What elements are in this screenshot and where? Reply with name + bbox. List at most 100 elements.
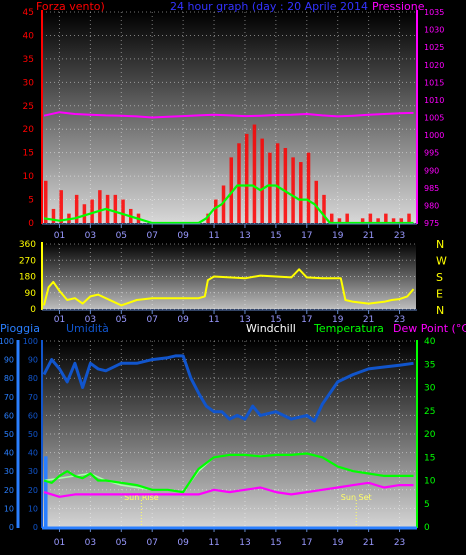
rain-bar xyxy=(45,456,48,527)
wind-tick-label: 45 xyxy=(23,8,34,18)
wind-gust-bar xyxy=(59,190,63,223)
humidity-tick-labels: 0 0 10 10 20 20 30 30 40 40 50 50 60 60 70 70 80 80 90 90 10… xyxy=(0,337,38,532)
wind-tick-label: 40 xyxy=(23,31,35,41)
humidity-tick-label: 80 xyxy=(28,374,38,383)
wind-gust-bar xyxy=(74,194,79,223)
compass-label: N xyxy=(436,304,444,317)
hour-tick-label: 21 xyxy=(363,231,374,241)
hour-tick-label: 15 xyxy=(270,315,281,325)
hour-tick-label: 03 xyxy=(85,231,96,241)
temp-humidity-grid xyxy=(42,340,416,528)
hour-tick-label: 13 xyxy=(239,315,250,325)
wind-gust-bar xyxy=(368,213,373,223)
humidity-tick-label: 70 xyxy=(28,393,38,402)
wind-tick-label: 25 xyxy=(23,102,34,112)
wind-gust-bar xyxy=(337,218,342,223)
rain-tick-label: 80 xyxy=(4,374,14,383)
rain-tick-label: 70 xyxy=(4,393,14,402)
windchill-label: Windchill xyxy=(246,322,296,335)
humidity-line xyxy=(42,354,414,423)
hour-tick-label: 07 xyxy=(146,538,157,548)
pressure-line xyxy=(43,111,414,119)
wind-gust-bar xyxy=(268,152,272,223)
humidity-tick-label: 50 xyxy=(28,430,38,439)
wind-tick-label: 35 xyxy=(23,55,34,65)
wind-gust-bar xyxy=(345,213,349,223)
pressure-tick-label: 1015 xyxy=(424,78,444,87)
compass-label: W xyxy=(436,255,447,268)
hour-tick-label: 19 xyxy=(332,538,344,548)
temperature-tick-label: 30 xyxy=(424,384,436,394)
wind-gust-bar xyxy=(221,185,226,223)
dewpoint-line xyxy=(43,481,414,498)
direction-tick-label: 0 xyxy=(30,305,36,315)
temperature-tick-label: 0 xyxy=(424,523,430,533)
sun-marker-label: Sun Set xyxy=(341,493,372,502)
humidity-tick-label: 20 xyxy=(28,486,38,495)
hour-tick-label: 05 xyxy=(116,315,127,325)
compass-label: E xyxy=(436,288,443,301)
humidity-tick-label: 30 xyxy=(28,467,38,476)
wind-tick-label: 15 xyxy=(23,149,34,159)
hour-tick-label: 05 xyxy=(116,231,127,241)
wind-gust-bar xyxy=(314,180,319,223)
wind-tick-label: 0 xyxy=(28,219,34,229)
wind-gust-bar xyxy=(360,218,365,223)
hour-tick-label: 05 xyxy=(116,538,127,548)
hour-tick-label: 01 xyxy=(54,231,65,241)
wind-gust-bar xyxy=(252,124,257,223)
wind-direction-line xyxy=(43,268,415,307)
hour-tick-label: 19 xyxy=(332,231,344,241)
temp-humidity-plot-area xyxy=(42,341,416,527)
wind-gust-bar xyxy=(291,157,295,223)
humidity-tick-label: 10 xyxy=(28,504,38,513)
wind-pressure-hour-labels: 01 03 05 07 09 11 13 15 17 19 21 23 xyxy=(54,224,405,241)
wind-speed-tick-labels: 0 5 10 15 20 25 30 35 40 45 xyxy=(23,8,35,229)
wind-gust-bar xyxy=(113,194,118,223)
wind-gust-bar xyxy=(51,208,56,223)
dewpoint-label: Dew Point (°C) xyxy=(393,322,466,335)
hour-tick-label: 01 xyxy=(54,538,65,548)
hour-tick-label: 13 xyxy=(239,231,250,241)
hour-tick-label: 21 xyxy=(363,538,374,548)
wind-gust-bar xyxy=(299,162,303,223)
hour-tick-label: 23 xyxy=(394,315,405,325)
pressure-tick-label: 1010 xyxy=(424,96,444,105)
wind-gust-bar xyxy=(98,190,102,223)
wind-gust-bar xyxy=(407,213,411,223)
hour-tick-label: 09 xyxy=(177,231,189,241)
compass-label: S xyxy=(436,271,443,284)
temp-humidity-hour-labels: 01 03 05 07 09 11 13 15 17 19 21 23 xyxy=(54,528,405,548)
rain-tick-label: 10 xyxy=(4,504,14,513)
wind-gust-bar xyxy=(90,199,94,223)
chart-title: 24 hour graph (day : 20 Aprile 2014 xyxy=(170,0,368,13)
hour-tick-label: 09 xyxy=(177,538,189,548)
rain-tick-label: 0 xyxy=(9,523,14,532)
temperature-tick-label: 5 xyxy=(424,500,430,510)
pressure-tick-label: 975 xyxy=(424,219,439,228)
wind-gust-bar xyxy=(399,218,404,223)
rain-tick-label: 60 xyxy=(4,411,14,420)
pressure-tick-label: 1025 xyxy=(424,43,444,52)
hour-tick-label: 09 xyxy=(177,315,189,325)
wind-gust-bar xyxy=(214,199,218,223)
temperature-tick-label: 40 xyxy=(424,337,436,347)
pressure-tick-labels: 975 980 985 990 995 1000 1005 1010 1015 1020 1025 1… xyxy=(424,8,444,228)
direction-tick-label: 360 xyxy=(19,240,36,250)
temperature-tick-label: 20 xyxy=(424,430,436,440)
hour-tick-label: 11 xyxy=(208,315,219,325)
wind-average-line xyxy=(43,184,414,225)
hour-tick-label: 07 xyxy=(146,231,157,241)
pressure-tick-label: 980 xyxy=(424,201,439,210)
humidity-label: Umidità xyxy=(66,322,109,335)
hour-tick-label: 23 xyxy=(394,538,405,548)
rain-label: Pioggia xyxy=(0,322,40,335)
hour-tick-label: 23 xyxy=(394,231,405,241)
direction-tick-label: 90 xyxy=(25,289,37,299)
pressure-tick-label: 990 xyxy=(424,166,439,175)
hour-tick-label: 11 xyxy=(208,231,219,241)
hour-tick-label: 17 xyxy=(301,231,312,241)
